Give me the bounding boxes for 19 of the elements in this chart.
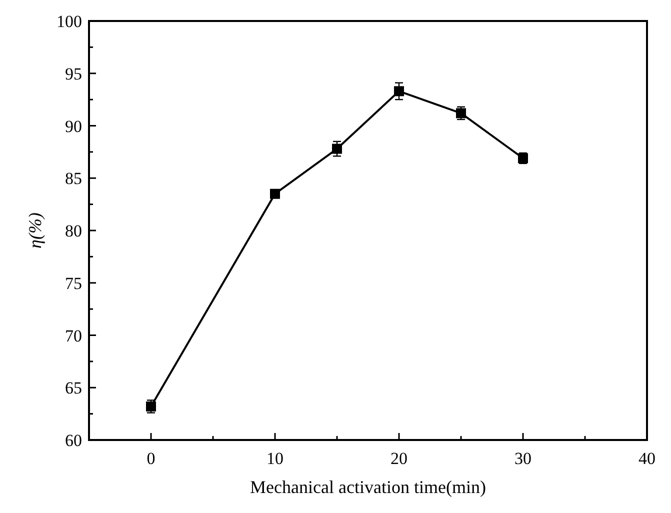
- x-tick-label: 20: [390, 449, 408, 468]
- y-tick-label: 65: [65, 378, 82, 398]
- x-axis-title: Mechanical activation time(min): [250, 477, 486, 497]
- x-tick-label: 0: [146, 449, 156, 468]
- y-tick-label: 70: [65, 326, 82, 346]
- y-axis-title: η(%): [25, 212, 45, 248]
- y-tick-label: 90: [65, 116, 82, 136]
- point: [394, 86, 404, 96]
- y-tick-label: 75: [65, 274, 82, 293]
- x-tick-label: 10: [266, 449, 284, 468]
- y-tick-label: 95: [65, 64, 82, 84]
- y-tick-label: 80: [65, 222, 82, 240]
- point: [270, 188, 280, 199]
- x-tick-label: 30: [514, 449, 532, 468]
- y-tick-label: 60: [65, 431, 82, 450]
- y-tick-label: 100: [56, 12, 82, 31]
- x-tick-label: 40: [638, 449, 656, 468]
- point: [332, 144, 342, 154]
- y-tick-label: 85: [65, 169, 82, 188]
